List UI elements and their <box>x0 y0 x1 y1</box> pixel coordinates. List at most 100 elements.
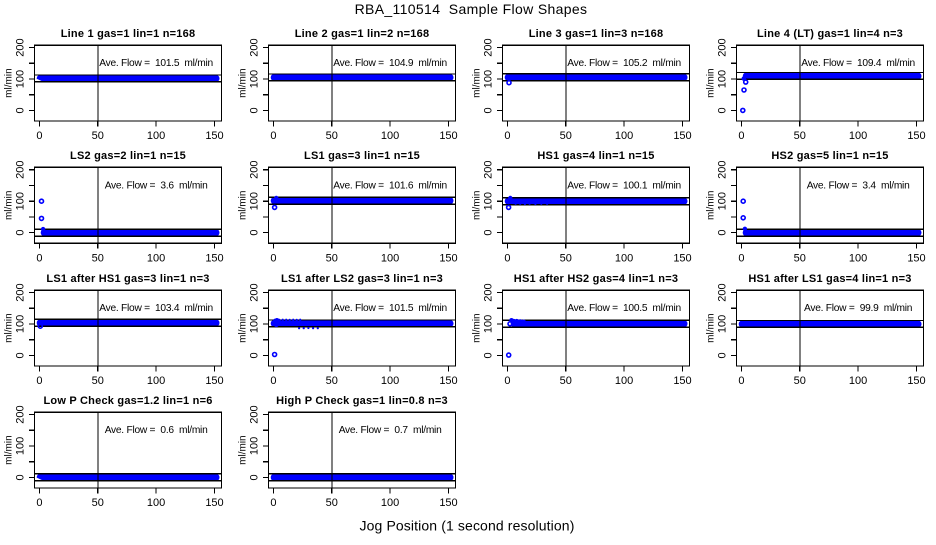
svg-text:100: 100 <box>615 252 633 264</box>
svg-text:ml/min: ml/min <box>4 191 15 220</box>
svg-text:ml/min: ml/min <box>706 191 717 220</box>
svg-text:0: 0 <box>738 252 744 264</box>
svg-text:150: 150 <box>907 375 925 387</box>
svg-text:200: 200 <box>483 38 495 56</box>
svg-text:0: 0 <box>36 252 42 264</box>
svg-text:50: 50 <box>92 375 104 387</box>
svg-text:ml/min: ml/min <box>238 68 249 97</box>
svg-text:0: 0 <box>738 130 744 142</box>
svg-text:100: 100 <box>615 375 633 387</box>
svg-text:100: 100 <box>849 375 867 387</box>
svg-text:150: 150 <box>439 497 457 509</box>
svg-text:200: 200 <box>717 283 729 301</box>
svg-text:150: 150 <box>907 252 925 264</box>
svg-text:0: 0 <box>717 352 729 358</box>
svg-text:ml/min: ml/min <box>472 313 483 342</box>
svg-text:100: 100 <box>15 70 27 88</box>
svg-text:200: 200 <box>717 161 729 179</box>
svg-text:0: 0 <box>270 375 276 387</box>
svg-text:0: 0 <box>15 474 27 480</box>
svg-text:0: 0 <box>36 130 42 142</box>
svg-text:50: 50 <box>326 375 338 387</box>
svg-text:0: 0 <box>717 107 729 113</box>
svg-text:200: 200 <box>15 38 27 56</box>
svg-text:100: 100 <box>249 437 261 455</box>
svg-text:50: 50 <box>326 252 338 264</box>
svg-text:ml/min: ml/min <box>4 313 15 342</box>
svg-text:100: 100 <box>147 497 165 509</box>
svg-text:Ave. Flow = 109.4 ml/min: Ave. Flow = 109.4 ml/min <box>801 58 915 69</box>
svg-text:LS2 gas=2 lin=1 n=15: LS2 gas=2 lin=1 n=15 <box>70 150 186 162</box>
svg-text:150: 150 <box>439 375 457 387</box>
svg-text:100: 100 <box>717 192 729 210</box>
svg-text:50: 50 <box>92 130 104 142</box>
svg-text:150: 150 <box>673 252 691 264</box>
svg-text:100: 100 <box>483 315 495 333</box>
svg-text:0: 0 <box>504 130 510 142</box>
svg-text:0: 0 <box>483 352 495 358</box>
svg-text:100: 100 <box>147 130 165 142</box>
svg-text:Ave. Flow = 0.6 ml/min: Ave. Flow = 0.6 ml/min <box>105 425 208 436</box>
svg-text:100: 100 <box>381 252 399 264</box>
svg-text:50: 50 <box>560 375 572 387</box>
svg-text:Line 2 gas=1 lin=2 n=168: Line 2 gas=1 lin=2 n=168 <box>295 28 430 40</box>
svg-text:100: 100 <box>147 252 165 264</box>
svg-text:50: 50 <box>794 375 806 387</box>
svg-text:50: 50 <box>794 130 806 142</box>
svg-text:150: 150 <box>205 130 223 142</box>
svg-text:100: 100 <box>615 130 633 142</box>
svg-text:HS1 after HS2 gas=4 lin=1 n=3: HS1 after HS2 gas=4 lin=1 n=3 <box>514 273 678 285</box>
svg-text:100: 100 <box>249 70 261 88</box>
svg-text:HS2 gas=5 lin=1 n=15: HS2 gas=5 lin=1 n=15 <box>771 150 888 162</box>
svg-text:0: 0 <box>15 107 27 113</box>
svg-text:0: 0 <box>717 230 729 236</box>
svg-text:Line 3 gas=1 lin=3 n=168: Line 3 gas=1 lin=3 n=168 <box>529 28 664 40</box>
svg-text:200: 200 <box>15 405 27 423</box>
svg-text:50: 50 <box>794 252 806 264</box>
svg-text:LS1 after LS2 gas=3 lin=1 n=3: LS1 after LS2 gas=3 lin=1 n=3 <box>281 273 443 285</box>
svg-text:50: 50 <box>92 252 104 264</box>
svg-text:Ave. Flow = 104.9 ml/min: Ave. Flow = 104.9 ml/min <box>333 58 447 69</box>
svg-text:100: 100 <box>381 375 399 387</box>
svg-text:ml/min: ml/min <box>238 435 249 464</box>
svg-text:150: 150 <box>205 252 223 264</box>
svg-text:50: 50 <box>326 130 338 142</box>
svg-text:100: 100 <box>249 192 261 210</box>
svg-text:100: 100 <box>147 375 165 387</box>
svg-text:High P Check gas=1 lin=0.8 n=3: High P Check gas=1 lin=0.8 n=3 <box>276 395 448 407</box>
svg-text:50: 50 <box>560 130 572 142</box>
svg-text:200: 200 <box>15 161 27 179</box>
svg-text:0: 0 <box>249 230 261 236</box>
svg-text:200: 200 <box>483 161 495 179</box>
svg-text:0: 0 <box>270 497 276 509</box>
svg-text:100: 100 <box>15 192 27 210</box>
svg-text:ml/min: ml/min <box>472 68 483 97</box>
svg-text:0: 0 <box>483 107 495 113</box>
svg-text:200: 200 <box>249 405 261 423</box>
svg-text:0: 0 <box>36 375 42 387</box>
svg-text:0: 0 <box>249 107 261 113</box>
svg-text:Ave. Flow = 3.4 ml/min: Ave. Flow = 3.4 ml/min <box>807 180 910 191</box>
svg-text:HS1 after LS1 gas=4 lin=1 n=3: HS1 after LS1 gas=4 lin=1 n=3 <box>748 273 911 285</box>
svg-text:100: 100 <box>381 130 399 142</box>
svg-text:150: 150 <box>205 497 223 509</box>
svg-text:Low P Check gas=1.2 lin=1 n=6: Low P Check gas=1.2 lin=1 n=6 <box>43 395 212 407</box>
svg-text:200: 200 <box>15 283 27 301</box>
svg-text:0: 0 <box>738 375 744 387</box>
svg-text:150: 150 <box>439 130 457 142</box>
svg-text:0: 0 <box>483 230 495 236</box>
svg-text:Jog Position (1 second resolut: Jog Position (1 second resolution) <box>360 518 575 534</box>
svg-text:Ave. Flow = 0.7 ml/min: Ave. Flow = 0.7 ml/min <box>339 425 442 436</box>
svg-text:Ave. Flow = 99.9 ml/min: Ave. Flow = 99.9 ml/min <box>804 303 912 314</box>
svg-text:Line 1 gas=1 lin=1 n=168: Line 1 gas=1 lin=1 n=168 <box>61 28 196 40</box>
svg-text:Ave. Flow = 101.6 ml/min: Ave. Flow = 101.6 ml/min <box>333 180 447 191</box>
svg-text:0: 0 <box>504 375 510 387</box>
svg-text:150: 150 <box>673 375 691 387</box>
svg-text:HS1 gas=4 lin=1 n=15: HS1 gas=4 lin=1 n=15 <box>537 150 654 162</box>
svg-text:0: 0 <box>15 230 27 236</box>
svg-text:200: 200 <box>249 38 261 56</box>
svg-text:200: 200 <box>483 283 495 301</box>
svg-text:ml/min: ml/min <box>238 191 249 220</box>
svg-text:0: 0 <box>270 130 276 142</box>
svg-text:Ave. Flow = 103.4 ml/min: Ave. Flow = 103.4 ml/min <box>99 303 213 314</box>
